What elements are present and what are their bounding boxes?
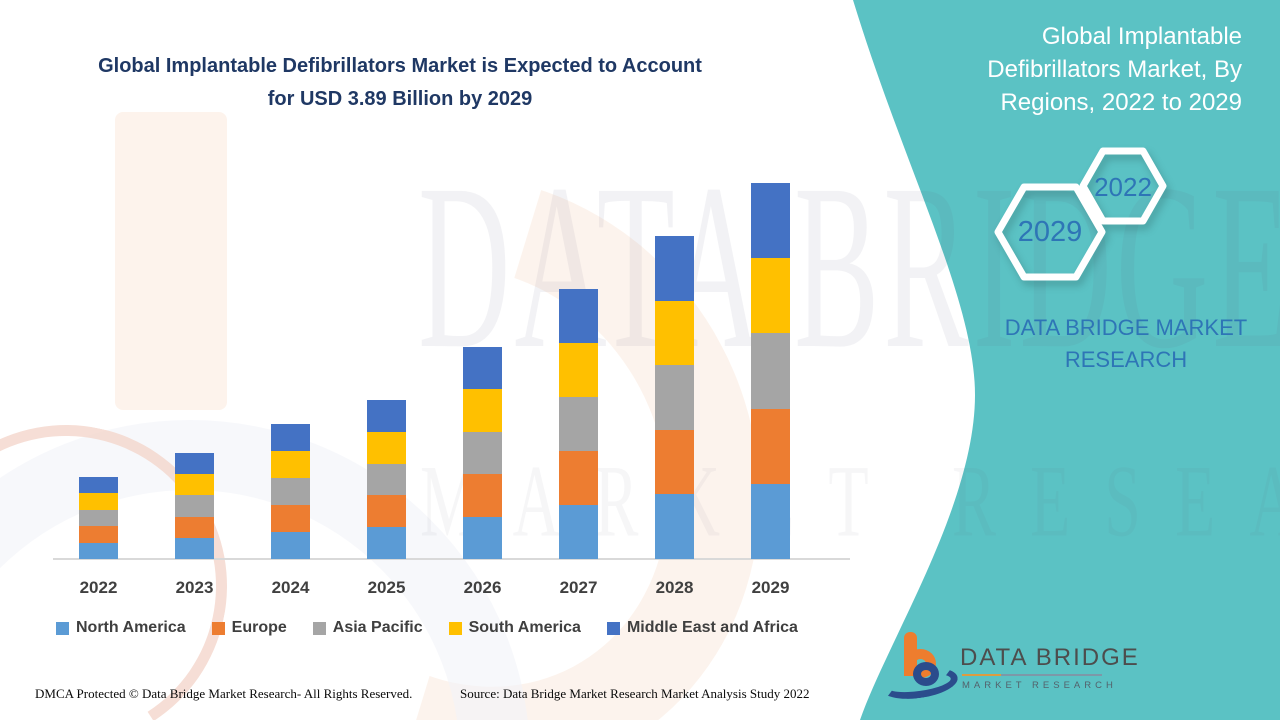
- x-axis-label-2028: 2028: [655, 578, 694, 597]
- legend-item: Middle East and Africa: [606, 619, 798, 637]
- bar-segment-2022: [79, 477, 118, 494]
- x-axis-label-2029: 2029: [751, 578, 790, 597]
- hexagon-2022-outline: [1079, 147, 1167, 225]
- bar-segment-2029: [751, 483, 790, 559]
- data-bridge-logo: DATA BRIDGE MARKET RESEARCH: [878, 630, 1218, 710]
- legend-item: Asia Pacific: [312, 619, 423, 637]
- bar-segment-2024: [271, 424, 310, 451]
- bar-2024: [271, 424, 310, 559]
- right-panel-title-line3: Regions, 2022 to 2029: [1000, 89, 1242, 116]
- stacked-bar-chart: [53, 170, 850, 560]
- legend-swatch-icon: [211, 621, 225, 635]
- bar-segment-2024: [271, 451, 310, 478]
- bar-segment-2025: [367, 495, 406, 528]
- legend-label: Europe: [231, 619, 287, 636]
- legend-swatch-icon: [312, 621, 326, 635]
- logo-b-icon: [878, 632, 960, 704]
- bar-2029: [751, 183, 790, 559]
- chart-legend: North America Europe Asia Pacific South Ame…: [56, 617, 846, 639]
- bar-segment-2026: [463, 389, 502, 432]
- legend-label: Middle East and Africa: [626, 619, 798, 636]
- bar-segment-2024: [271, 532, 310, 559]
- legend-swatch-icon: [448, 621, 462, 635]
- legend-swatch-icon: [56, 621, 69, 635]
- bar-segment-2025: [367, 527, 406, 559]
- x-axis-label-2027: 2027: [559, 578, 598, 597]
- bar-segment-2025: [367, 400, 406, 432]
- hexagon-2029-outline: [994, 183, 1106, 281]
- x-axis-line: [53, 558, 850, 560]
- bar-segment-2029: [751, 183, 790, 259]
- right-panel-title: Global Implantable Defibrillators Market…: [920, 20, 1242, 119]
- bar-segment-2025: [367, 431, 406, 464]
- bar-segment-2027: [559, 451, 598, 505]
- legend-label: South America: [468, 619, 581, 636]
- bar-segment-2023: [175, 474, 214, 496]
- logo-subtitle-text: MARKET RESEARCH: [962, 680, 1117, 691]
- bar-2027: [559, 289, 598, 559]
- bar-segment-2027: [559, 397, 598, 451]
- x-axis-labels: 2022 2023 2024 2025 2026 2027 2028 2029: [53, 570, 843, 598]
- bar-segment-2026: [463, 516, 502, 559]
- bar-segment-2022: [79, 509, 118, 527]
- bar-segment-2028: [655, 429, 694, 495]
- bar-segment-2028: [655, 300, 694, 366]
- source-text: Source: Data Bridge Market Research Mark…: [460, 686, 810, 701]
- bar-segment-2028: [655, 494, 694, 559]
- bar-segment-2026: [463, 347, 502, 390]
- brand-name-line1: DATA BRIDGE MARKET: [1004, 315, 1248, 340]
- bar-segment-2022: [79, 542, 118, 559]
- right-panel-title-line2: Defibrillators Market, By: [987, 56, 1242, 83]
- bar-2026: [463, 347, 502, 559]
- bar-segment-2029: [751, 258, 790, 334]
- logo-divider: [962, 674, 1102, 676]
- legend-item: South America: [448, 619, 581, 637]
- bar-segment-2029: [751, 408, 790, 484]
- legend-label: Asia Pacific: [332, 619, 423, 636]
- bar-segment-2024: [271, 478, 310, 505]
- bar-segment-2028: [655, 365, 694, 430]
- legend-swatch-icon: [606, 621, 620, 635]
- bar-2028: [655, 236, 694, 559]
- x-axis-label-2022: 2022: [79, 578, 118, 597]
- bar-2025: [367, 400, 406, 559]
- bar-segment-2027: [559, 343, 598, 397]
- bar-2022: [79, 477, 118, 559]
- bar-segment-2026: [463, 431, 502, 475]
- bar-segment-2027: [559, 505, 598, 559]
- x-axis-label-2025: 2025: [367, 578, 406, 597]
- bar-segment-2029: [751, 333, 790, 409]
- bar-segment-2025: [367, 463, 406, 496]
- bar-segment-2027: [559, 289, 598, 343]
- bar-segment-2026: [463, 474, 502, 517]
- x-axis-label-2023: 2023: [175, 578, 214, 597]
- bar-segment-2022: [79, 493, 118, 510]
- legend-item: North America: [56, 619, 186, 637]
- brand-name-text: DATA BRIDGE MARKET RESEARCH: [995, 312, 1257, 376]
- hexagon-year-2029: 2029: [1017, 216, 1083, 248]
- bar-segment-2022: [79, 526, 118, 543]
- bar-segment-2023: [175, 453, 214, 475]
- hexagon-decoration: [994, 147, 1167, 281]
- legend-label: North America: [76, 619, 186, 636]
- hexagon-year-2022: 2022: [1094, 172, 1152, 202]
- bar-segment-2028: [655, 236, 694, 301]
- page-title-line1: Global Implantable Defibrillators Market…: [98, 55, 702, 77]
- dmca-copyright-text: DMCA Protected © Data Bridge Market Rese…: [35, 686, 413, 701]
- bar-segment-2024: [271, 505, 310, 532]
- right-panel-title-line1: Global Implantable: [1041, 23, 1242, 50]
- brand-name-line2: RESEARCH: [1064, 347, 1188, 372]
- bar-segment-2023: [175, 537, 214, 559]
- legend-item: Europe: [211, 619, 287, 637]
- bar-2023: [175, 453, 214, 559]
- logo-name-text: DATA BRIDGE: [960, 644, 1140, 671]
- bar-segment-2023: [175, 516, 214, 538]
- page-title-line2: for USD 3.89 Billion by 2029: [267, 88, 533, 110]
- page-title: Global Implantable Defibrillators Market…: [40, 50, 760, 116]
- bar-segment-2023: [175, 495, 214, 517]
- x-axis-label-2026: 2026: [463, 578, 502, 597]
- x-axis-label-2024: 2024: [271, 578, 310, 597]
